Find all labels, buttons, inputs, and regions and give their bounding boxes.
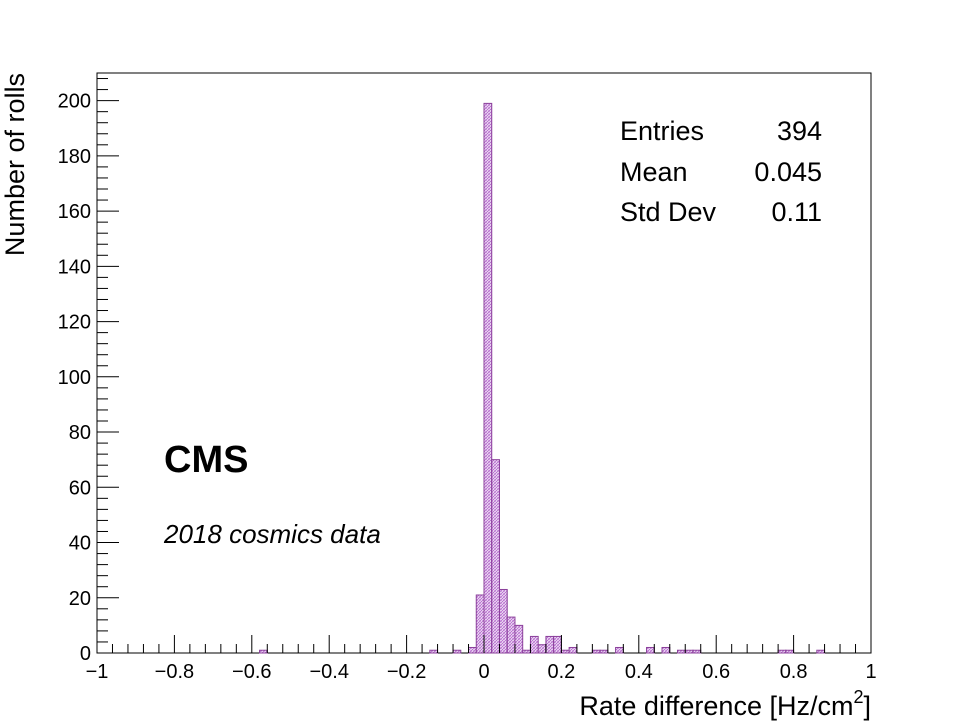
x-tick-label: 0.6 [702, 661, 730, 683]
histogram-bar [677, 649, 686, 654]
histogram-bar [514, 624, 524, 654]
y-tick-label: 180 [58, 146, 91, 168]
histogram-bar [816, 649, 826, 654]
histogram-bar [599, 649, 609, 654]
stats-entries-label: Entries [620, 116, 704, 146]
y-axis-ticks [97, 78, 119, 654]
x-axis-title-end: ] [863, 691, 871, 721]
histogram-bar [491, 459, 500, 654]
x-tick-label: −0.6 [232, 661, 271, 683]
histogram-bar [785, 649, 795, 654]
stats-box: Entries 394 Mean 0.045 Std Dev 0.11 [620, 116, 822, 227]
y-tick-label: 200 [58, 91, 91, 113]
stats-entries-value: 394 [777, 116, 822, 146]
x-tick-label: −0.8 [155, 661, 194, 683]
x-axis-ticks [96, 635, 872, 653]
x-axis-tick-labels: −1 −0.8 −0.6 −0.4 −0.2 0 0.2 0.4 0.6 0.8 1 [86, 661, 877, 683]
histogram-bar [553, 635, 562, 654]
y-tick-label: 60 [69, 477, 91, 499]
histogram-bar [615, 646, 624, 654]
stats-stddev-label: Std Dev [620, 197, 717, 227]
y-tick-label: 120 [58, 312, 91, 334]
histogram-bar [646, 646, 655, 654]
y-axis-title: Number of rolls [0, 73, 30, 256]
histogram-bar [684, 649, 694, 654]
data-description: 2018 cosmics data [163, 519, 381, 549]
y-tick-label: 0 [80, 643, 91, 665]
histogram-bar [452, 649, 462, 654]
histogram-bar [475, 594, 485, 654]
histogram-bar [506, 616, 516, 654]
stats-mean-value: 0.045 [754, 157, 822, 187]
histogram-bars [259, 102, 826, 654]
y-tick-label: 100 [58, 367, 91, 389]
stats-stddev-value: 0.11 [771, 197, 822, 227]
y-tick-label: 20 [69, 588, 91, 610]
x-tick-label: 0 [478, 661, 489, 683]
histogram-bar [522, 649, 531, 654]
histogram-bar [591, 649, 601, 654]
histogram-bar [429, 649, 439, 654]
x-axis-title: Rate difference [Hz/cm2] [579, 687, 871, 721]
histogram-bar [560, 649, 570, 654]
cms-label: CMS [164, 439, 248, 481]
y-tick-label: 160 [58, 201, 91, 223]
histogram-bar [777, 649, 787, 654]
x-tick-label: 0.2 [547, 661, 575, 683]
histogram-bar [661, 646, 671, 654]
x-axis-title-superscript: 2 [853, 687, 863, 707]
histogram-bar [483, 102, 493, 654]
histogram-bar [568, 646, 578, 654]
x-tick-label: 0.8 [780, 661, 808, 683]
histogram-bar [537, 644, 547, 654]
x-tick-label: 0.4 [625, 661, 653, 683]
x-tick-label: −0.4 [309, 661, 348, 683]
histogram-bar [259, 649, 268, 654]
y-axis-tick-labels: 0 20 40 60 80 100 120 140 160 180 200 [58, 91, 91, 665]
x-tick-label: −0.2 [387, 661, 426, 683]
y-tick-label: 140 [58, 256, 91, 278]
histogram-bar [692, 649, 702, 654]
y-tick-label: 80 [69, 422, 91, 444]
y-tick-label: 40 [69, 533, 91, 555]
x-tick-label: −1 [86, 661, 109, 683]
histogram-bar [498, 588, 508, 654]
histogram-bar [529, 635, 539, 654]
stats-mean-label: Mean [620, 157, 688, 187]
histogram-bar [545, 635, 555, 654]
x-tick-label: 1 [865, 661, 876, 683]
histogram-bar [468, 646, 477, 654]
